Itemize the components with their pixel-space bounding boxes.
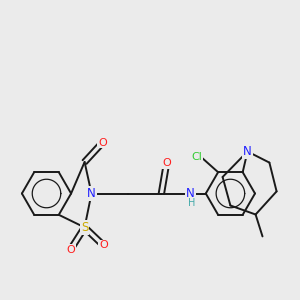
Text: O: O xyxy=(98,137,107,148)
Text: O: O xyxy=(66,244,75,255)
Text: O: O xyxy=(99,240,108,250)
Text: N: N xyxy=(186,187,195,200)
Text: Cl: Cl xyxy=(192,152,203,163)
Text: S: S xyxy=(81,221,88,234)
Text: N: N xyxy=(87,187,96,200)
Text: O: O xyxy=(162,158,171,169)
Text: H: H xyxy=(188,198,196,208)
Text: N: N xyxy=(243,145,252,158)
